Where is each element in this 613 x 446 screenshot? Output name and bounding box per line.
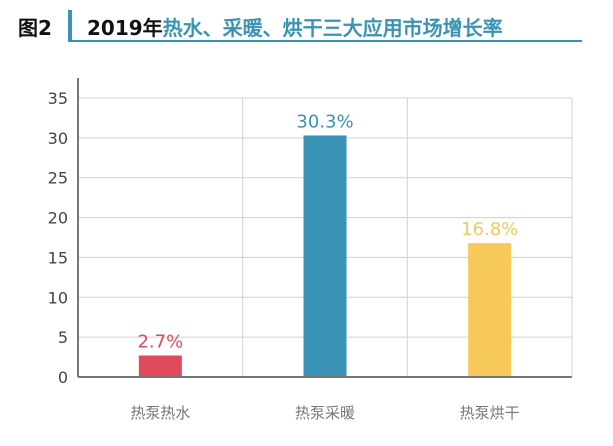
x-tick-label: 热泵采暖 (295, 404, 355, 422)
y-tick-label: 25 (48, 169, 68, 188)
title-accent-bar (68, 10, 72, 42)
bar-1 (138, 355, 182, 377)
bar-3 (468, 243, 512, 377)
title-underline (68, 40, 582, 42)
x-tick-label: 热泵烘干 (460, 404, 520, 422)
y-tick-label: 20 (48, 209, 68, 228)
y-tick-label: 15 (48, 248, 68, 267)
data-label: 16.8% (461, 219, 518, 240)
data-label: 30.3% (296, 111, 353, 132)
title-text: 热水、采暖、烘干三大应用市场增长率 (162, 16, 503, 40)
y-tick-label: 0 (58, 368, 68, 387)
data-label: 2.7% (137, 331, 183, 352)
y-tick-label: 35 (48, 89, 68, 108)
y-tick-label: 10 (48, 288, 68, 307)
y-tick-label: 30 (48, 129, 68, 148)
figure-label: 图2 (18, 16, 52, 40)
x-tick-label: 热泵热水 (130, 404, 190, 422)
y-tick-label: 5 (58, 328, 68, 347)
chart-title: 2019年热水、采暖、烘干三大应用市场增长率 (87, 12, 503, 41)
bar-2 (303, 135, 347, 377)
title-year: 2019年 (87, 16, 163, 40)
